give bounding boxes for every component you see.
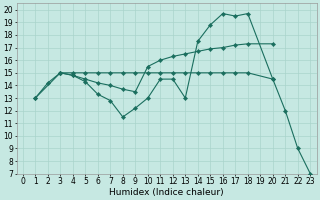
X-axis label: Humidex (Indice chaleur): Humidex (Indice chaleur)	[109, 188, 224, 197]
